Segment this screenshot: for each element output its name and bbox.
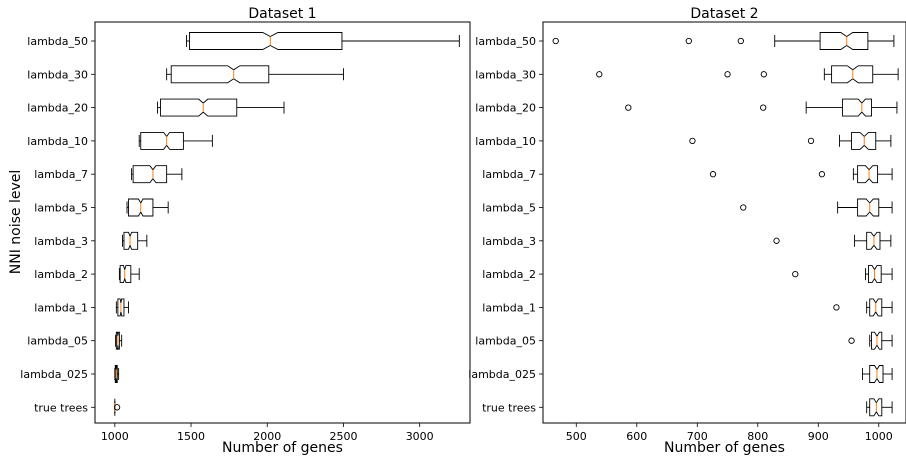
outlier-point [552,37,559,45]
y-tick-label: lambda_1 [34,301,88,314]
box [857,198,880,217]
box [189,32,343,50]
outlier-point [709,171,717,178]
y-tick-label: lambda_025 [468,368,536,381]
outlier-point [689,137,696,145]
y-tick-label: lambda_30 [475,68,536,81]
outlier-point [760,71,767,78]
outlier-point [760,104,767,111]
x-tick-label: 2000 [253,430,281,443]
outlier-point [807,137,815,145]
y-tick-label: lambda_30 [27,68,88,81]
y-tick-label: lambda_2 [34,268,88,281]
box [819,32,869,50]
y-tick-label: true trees [34,401,88,414]
box [857,165,879,184]
box [132,165,168,184]
x-tick-label: 500 [566,430,587,443]
x-axis-label: Number of genes [664,440,785,456]
x-tick-label: 3000 [406,430,434,443]
x-tick-label: 600 [626,430,647,443]
x-tick-label: 700 [687,430,708,443]
box [869,365,884,383]
box [866,231,881,250]
box [842,98,872,117]
box [869,398,883,417]
outlier-point [113,404,121,411]
outlier-point [685,37,692,45]
outlier-point [848,337,855,344]
y-tick-label: lambda_50 [475,35,536,48]
chart-title: Dataset 1 [248,6,316,22]
y-tick-label: lambda_7 [482,168,536,181]
x-tick-label: 2500 [329,430,357,443]
outlier-point [724,71,731,78]
x-tick-label: 1000 [865,430,893,443]
y-tick-label: lambda_50 [27,35,88,48]
outlier-point [740,204,747,211]
outlier-point [818,171,826,178]
panel-dataset-1: Dataset 1 Number of genes NNI noise leve… [8,6,471,456]
y-tick-label: true trees [482,401,536,414]
y-tick-label: lambda_20 [475,102,536,115]
y-tick-label: lambda_10 [475,135,536,148]
y-tick-label: lambda_2 [482,268,536,281]
x-tick-label: 900 [808,430,829,443]
panel-dataset-2: Dataset 2 Number of genes 500 600 700 800 90… [468,6,906,456]
y-tick-label: lambda_7 [34,168,88,181]
plot-frame [542,21,906,424]
y-tick-label: lambda_05 [27,335,88,348]
box [123,231,139,250]
y-tick-label: lambda_5 [482,202,536,215]
chart-title: Dataset 2 [690,6,758,22]
box [160,98,238,117]
box [140,131,184,150]
box [831,65,874,84]
y-axis-label: NNI noise level [8,170,24,275]
box [119,265,132,284]
y-tick-label: lambda_05 [475,335,536,348]
y-tick-label: lambda_3 [482,235,536,248]
y-tick-label: lambda_20 [27,102,88,115]
outlier-point [773,237,780,244]
y-tick-label: lambda_025 [20,368,88,381]
y-tick-label: lambda_1 [482,301,536,314]
y-tick-label: lambda_3 [34,235,88,248]
outlier-point [792,270,799,278]
outlier-point [596,71,603,78]
plot-frame [94,21,471,424]
outlier-point [625,104,632,111]
outlier-point [833,304,840,311]
outlier-point [737,37,744,45]
y-tick-label: lambda_10 [27,135,88,148]
x-tick-label: 800 [747,430,768,443]
x-axis-label: Number of genes [222,440,343,456]
x-tick-label: 1000 [101,430,129,443]
y-tick-label: lambda_5 [34,202,88,215]
x-tick-label: 1500 [177,430,205,443]
box [170,65,270,84]
box [851,131,877,150]
